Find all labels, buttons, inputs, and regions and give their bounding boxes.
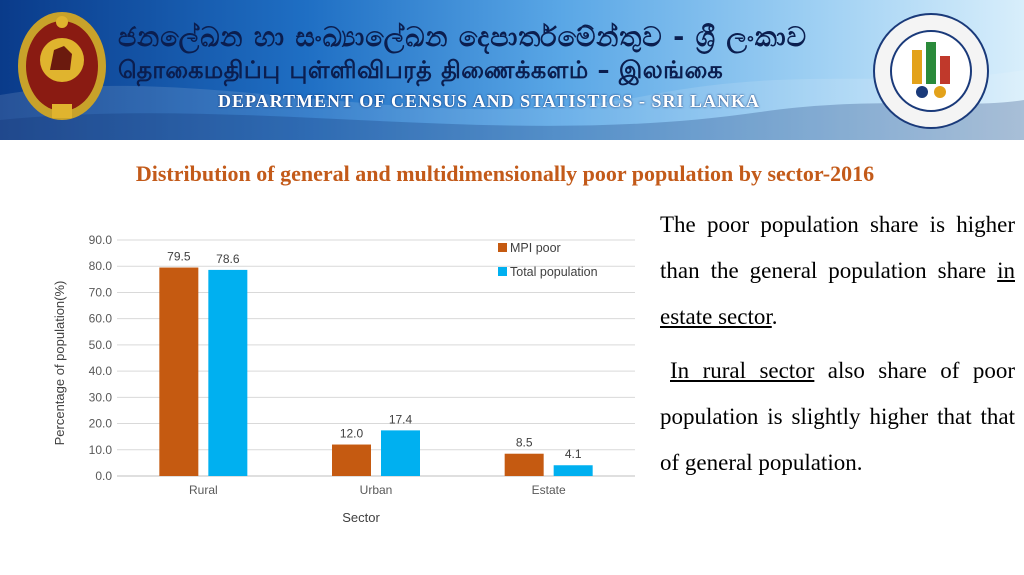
- page-title: Distribution of general and multidimensi…: [135, 161, 875, 186]
- data-label: 4.1: [565, 447, 582, 461]
- paragraph-1-underlined: in estate sector: [660, 258, 1015, 329]
- data-label: 12.0: [340, 427, 364, 441]
- y-tick-label: 60.0: [89, 312, 113, 326]
- banner-wave-decoration: [0, 70, 1024, 140]
- bar-estate-total-population: [553, 465, 593, 476]
- census-department-logo-icon: [873, 13, 989, 129]
- legend-label: MPI poor: [510, 241, 561, 255]
- data-label: 78.6: [216, 252, 240, 266]
- x-tick-label: Estate: [532, 483, 566, 497]
- paragraph-1-end: .: [771, 304, 778, 329]
- legend-swatch: [498, 243, 507, 252]
- y-tick-label: 0.0: [95, 469, 112, 483]
- banner-title-sinhala: ජනලේඛන හා සංඛ්‍යාලේඛන දෙපාර්තමේන්තුව - ශ…: [118, 22, 808, 53]
- commentary-paragraph-2: In rural sector also share of poor popul…: [660, 348, 1015, 486]
- sri-lanka-emblem-icon: [18, 12, 106, 120]
- paragraph-2-text: also share of poor population is slightl…: [660, 358, 1015, 475]
- data-label: 8.5: [516, 436, 533, 450]
- legend-swatch: [498, 267, 507, 276]
- bar-rural-total-population: [208, 269, 248, 476]
- chart-gridlines: [117, 239, 635, 477]
- bar-chart: 0.010.020.030.040.050.060.070.080.090.0 …: [52, 233, 635, 525]
- chart-legend: MPI poor Total population: [498, 241, 598, 279]
- chart-bars: [159, 267, 593, 476]
- x-tick-label: Rural: [189, 483, 218, 497]
- header-banner: ජනලේඛන හා සංඛ්‍යාලේඛන දෙපාර්තමේන්තුව - ශ…: [0, 0, 1024, 140]
- paragraph-1-text: The poor population share is higher than…: [660, 212, 1015, 283]
- paragraph-2-underlined: In rural sector: [670, 358, 815, 383]
- bar-rural-mpi-poor: [159, 267, 199, 476]
- bar-urban-total-population: [381, 430, 420, 476]
- y-tick-label: 10.0: [89, 443, 113, 457]
- commentary-text: The poor population share is higher than…: [660, 202, 1015, 486]
- data-label: 17.4: [389, 412, 413, 426]
- bar-urban-mpi-poor: [332, 444, 371, 476]
- y-tick-label: 40.0: [89, 364, 113, 378]
- y-tick-label: 20.0: [89, 417, 113, 431]
- chart-x-tick-labels: Rural Urban Estate: [189, 483, 566, 497]
- chart-y-tick-labels: 0.0 10.0 20.0 30.0 40.0 50.0 60.0 70.0 80.0 90.0: [89, 233, 113, 483]
- banner-title-english: DEPARTMENT OF CENSUS AND STATISTICS - SR…: [218, 91, 760, 111]
- y-tick-label: 80.0: [89, 259, 113, 273]
- banner-title-tamil: தொகைமதிப்பு புள்ளிவிபரத் திணைக்களம் – இல…: [118, 56, 724, 84]
- y-tick-label: 70.0: [89, 285, 113, 299]
- bar-estate-mpi-poor: [504, 453, 544, 476]
- y-tick-label: 30.0: [89, 390, 113, 404]
- chart-data-labels: 79.5 78.6 12.0 17.4 8.5 4.1: [167, 250, 582, 462]
- x-tick-label: Urban: [360, 483, 393, 497]
- y-tick-label: 90.0: [89, 233, 113, 247]
- legend-label: Total population: [510, 265, 598, 279]
- y-tick-label: 50.0: [89, 338, 113, 352]
- chart-y-axis-label: Percentage of population(%): [52, 281, 67, 446]
- commentary-paragraph-1: The poor population share is higher than…: [660, 202, 1015, 340]
- data-label: 79.5: [167, 250, 191, 264]
- chart-x-axis-label: Sector: [342, 510, 380, 525]
